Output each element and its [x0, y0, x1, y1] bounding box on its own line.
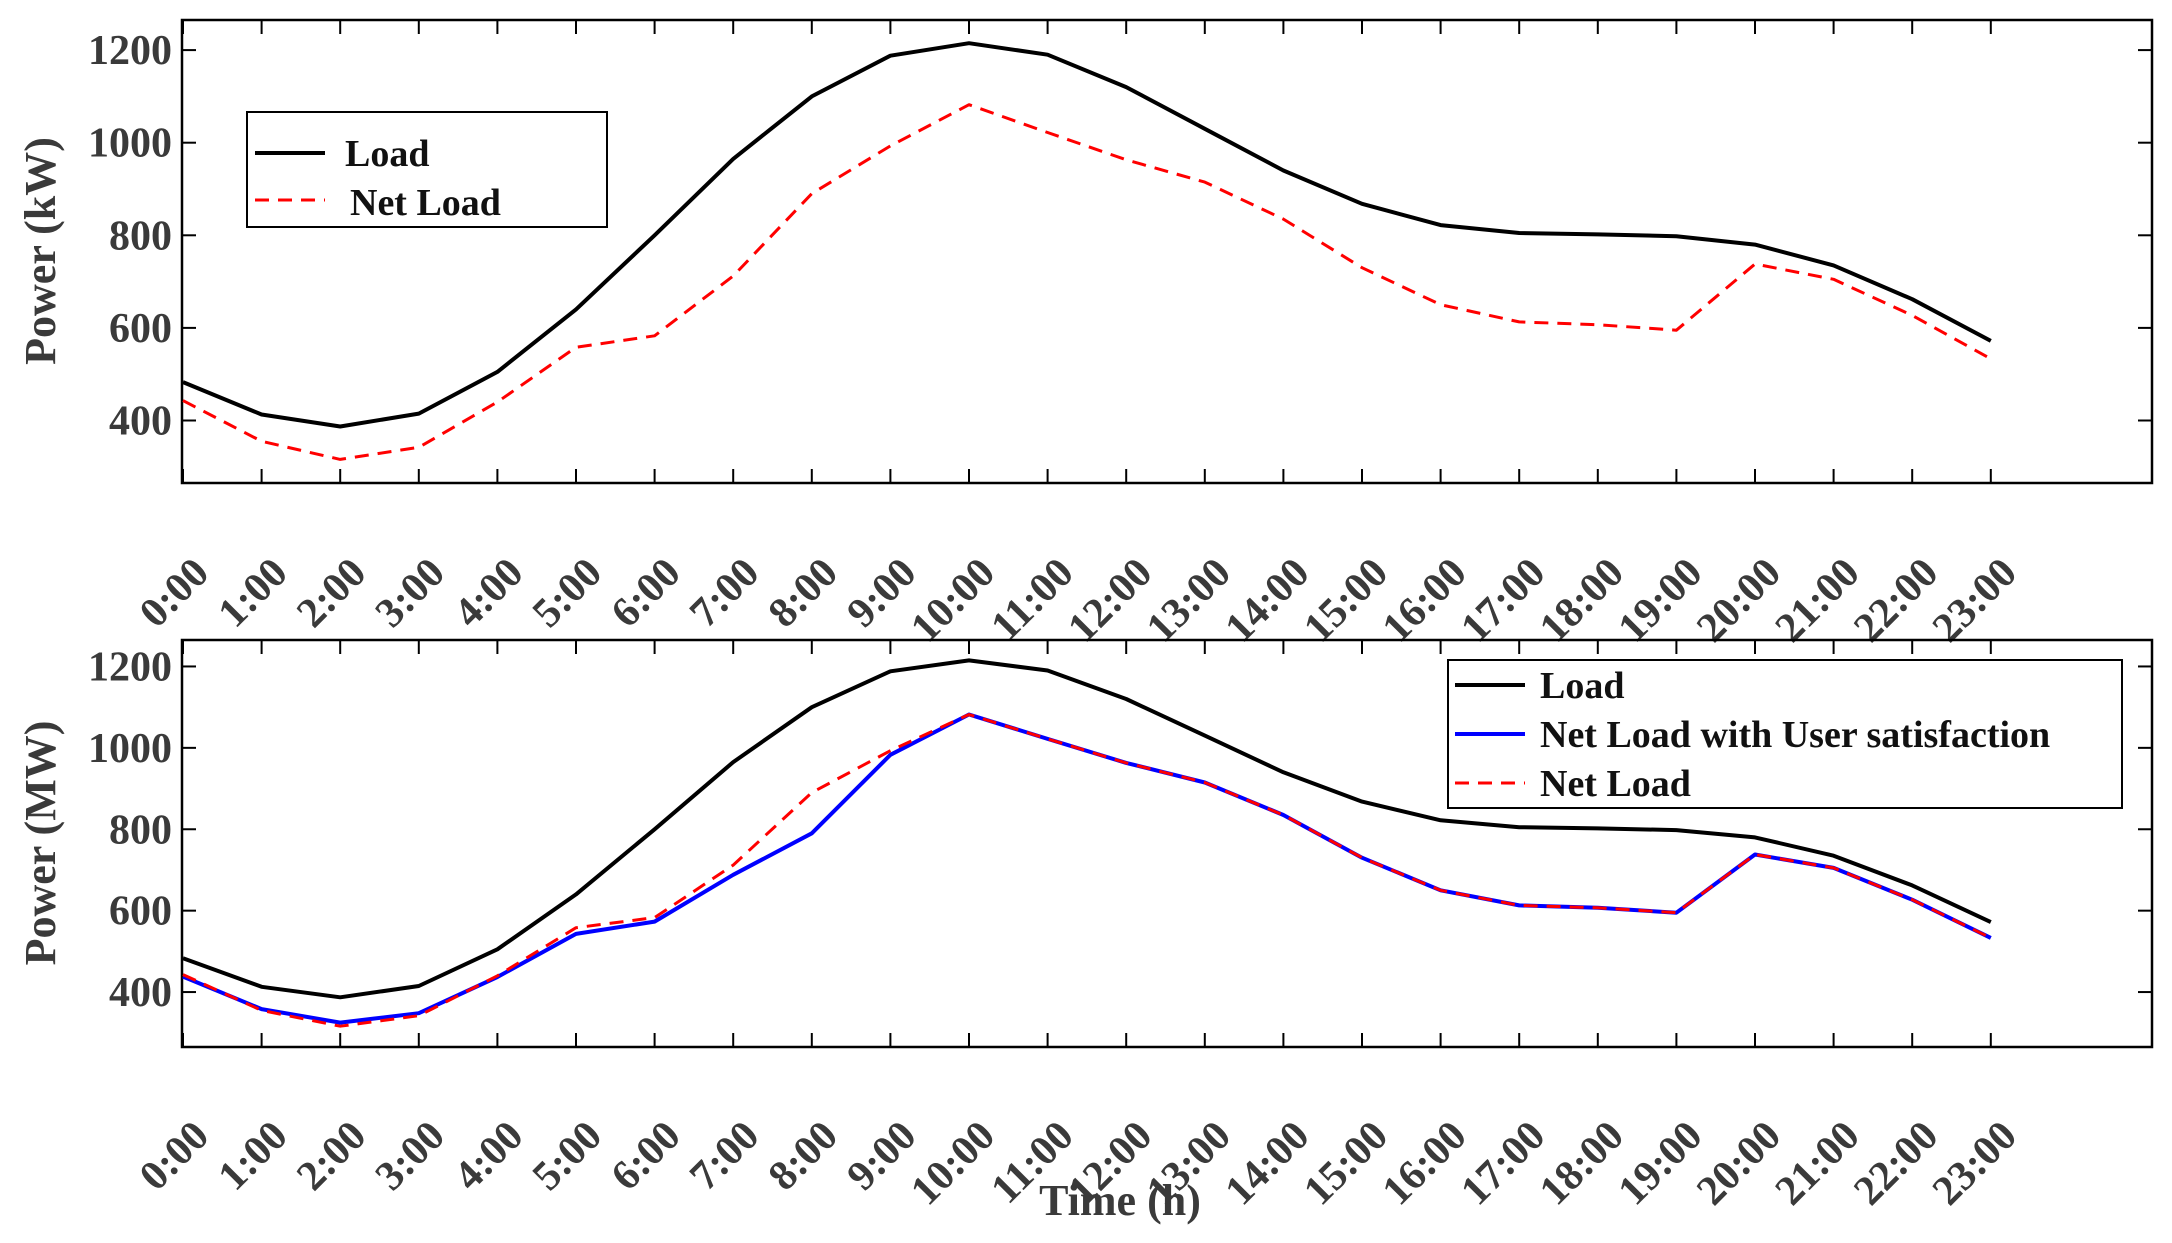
x-tick-label: 11:00	[982, 550, 1082, 650]
x-tick-label: 19:00	[1610, 1113, 1712, 1215]
x-tick-label: 5:00	[524, 1113, 611, 1200]
series-line-load	[182, 658, 1992, 1000]
y-tick-label: 600	[109, 306, 172, 352]
bottom-chart-panel: 400 600 800 1000 1200 0:001:002:003:004:005:…	[16, 638, 2154, 1225]
series-line-load	[182, 41, 1992, 429]
bottom-y-axis: 400 600 800 1000 1200	[88, 644, 2152, 1016]
x-axis-label: Time (h)	[1039, 1176, 1201, 1225]
x-tick-label: 18:00	[1531, 550, 1633, 652]
top-y-axis: 400 600 800 1000 1200	[88, 28, 2152, 444]
y-tick-label: 600	[109, 889, 172, 935]
x-tick-label: 19:00	[1610, 550, 1712, 652]
x-tick-label: 20:00	[1688, 1113, 1790, 1215]
x-tick-label: 14:00	[1217, 1113, 1319, 1215]
x-tick-label: 10:00	[902, 1113, 1004, 1215]
series-line-net-load	[182, 713, 1992, 1028]
x-tick-label: 8:00	[760, 550, 847, 637]
x-tick-label: 13:00	[1138, 550, 1240, 652]
y-tick-label: 1000	[88, 121, 172, 167]
top-chart-panel: 400 600 800 1000 1200 0:001:002:003:004:005:…	[16, 18, 2154, 652]
legend-load-label: Load	[345, 133, 429, 175]
legend-net-load-label: Net Load	[1540, 763, 1691, 805]
x-tick-label: 0:00	[131, 1113, 218, 1200]
y-tick-label: 1200	[88, 28, 172, 74]
x-tick-label: 2:00	[288, 550, 375, 637]
x-tick-label: 1:00	[210, 1113, 297, 1200]
x-tick-label: 18:00	[1531, 1113, 1633, 1215]
x-tick-label: 22:00	[1845, 1113, 1947, 1215]
x-tick-label: 21:00	[1767, 1113, 1869, 1215]
x-tick-label: 0:00	[131, 550, 218, 637]
x-tick-label: 6:00	[603, 550, 690, 637]
x-tick-label: 1:00	[210, 550, 297, 637]
y-tick-label: 800	[109, 807, 172, 853]
x-tick-label: 4:00	[445, 550, 532, 637]
x-tick-label: 16:00	[1374, 1113, 1476, 1215]
x-tick-label: 8:00	[760, 1113, 847, 1200]
x-tick-label: 16:00	[1374, 550, 1476, 652]
top-legend-box	[246, 111, 608, 228]
x-tick-label: 2:00	[288, 1113, 375, 1200]
x-tick-label: 3:00	[367, 1113, 454, 1200]
x-tick-label: 23:00	[1924, 1113, 2026, 1215]
x-tick-label: 17:00	[1452, 1113, 1554, 1215]
x-tick-label: 15:00	[1295, 1113, 1397, 1215]
top-plot-frame	[180, 18, 2154, 485]
y-tick-label: 400	[109, 398, 172, 444]
x-tick-label: 7:00	[681, 550, 768, 637]
bottom-plot-frame	[180, 638, 2154, 1049]
legend-net-load-label: Net Load	[350, 182, 501, 224]
x-tick-label: 10:00	[902, 550, 1004, 652]
legend-load-label: Load	[1540, 665, 1624, 707]
x-tick-label: 12:00	[1059, 550, 1161, 652]
x-tick-label: 14:00	[1217, 550, 1319, 652]
bottom-legend-box	[1447, 659, 2123, 809]
bottom-y-axis-label: Power (MW)	[16, 721, 65, 966]
y-tick-label: 400	[109, 970, 172, 1016]
x-tick-label: 15:00	[1295, 550, 1397, 652]
x-tick-label: 23:00	[1924, 550, 2026, 652]
x-tick-label: 6:00	[603, 1113, 690, 1200]
x-tick-label: 17:00	[1452, 550, 1554, 652]
bottom-legend: Load Net Load with User satisfaction Net…	[1447, 659, 2123, 809]
legend-user-satisfaction-label: Net Load with User satisfaction	[1540, 714, 2050, 756]
x-tick-label: 5:00	[524, 550, 611, 637]
x-tick-label: 20:00	[1688, 550, 1790, 652]
x-tick-label: 4:00	[445, 1113, 532, 1200]
y-tick-label: 1000	[88, 726, 172, 772]
x-tick-label: 7:00	[681, 1113, 768, 1200]
x-tick-label: 22:00	[1845, 550, 1947, 652]
top-series-group	[182, 41, 1992, 461]
y-tick-label: 800	[109, 213, 172, 259]
series-line-net-load	[182, 103, 1992, 461]
x-tick-label: 21:00	[1767, 550, 1869, 652]
top-y-axis-label: Power (kW)	[16, 137, 65, 365]
bottom-series-group	[182, 658, 1992, 1028]
x-tick-label: 3:00	[367, 550, 454, 637]
y-tick-label: 1200	[88, 644, 172, 690]
top-legend: Load Net Load	[246, 111, 608, 228]
